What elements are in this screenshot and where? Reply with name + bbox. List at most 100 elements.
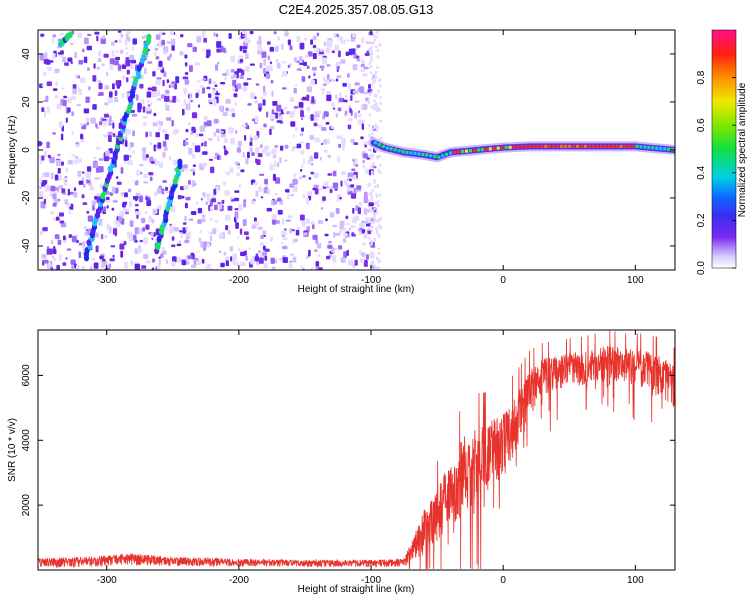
noise-cell	[206, 193, 211, 200]
noise-cell	[134, 204, 139, 207]
noise-cell	[236, 236, 240, 239]
noise-cell	[122, 203, 126, 208]
noise-cell	[223, 145, 226, 150]
noise-cell	[314, 152, 319, 159]
noise-cell	[322, 57, 328, 65]
noise-cell	[275, 177, 281, 184]
noise-cell	[89, 186, 95, 191]
noise-cell	[199, 230, 202, 233]
noise-cell	[62, 56, 67, 63]
noise-cell	[184, 62, 188, 67]
noise-cell	[255, 116, 259, 123]
noise-cell	[62, 192, 67, 195]
colorbar-tick-label: 0.4	[696, 165, 707, 179]
noise-cell	[87, 67, 90, 71]
noise-cell	[357, 207, 361, 215]
noise-cell	[220, 262, 225, 268]
noise-cell	[219, 204, 222, 210]
snr-x-label: Height of straight line (km)	[298, 584, 415, 595]
signal-mark	[564, 144, 568, 148]
noise-cell	[348, 227, 351, 231]
noise-cell	[368, 41, 372, 45]
noise-cell	[112, 228, 118, 235]
chart-title: C2E4.2025.357.08.05.G13	[279, 2, 434, 17]
noise-cell	[46, 248, 49, 255]
noise-cell	[238, 184, 242, 188]
noise-cell	[237, 83, 242, 88]
signal-mark	[413, 151, 417, 156]
noise-cell	[244, 231, 249, 236]
noise-cell	[289, 45, 293, 51]
noise-cell	[208, 158, 213, 161]
noise-cell	[271, 266, 276, 270]
signal-mark	[496, 146, 500, 150]
noise-cell	[331, 247, 335, 253]
noise-cell	[163, 190, 169, 193]
noise-cell	[169, 227, 174, 234]
noise-cell	[57, 52, 63, 55]
noise-cell	[225, 107, 229, 112]
noise-cell	[242, 151, 245, 158]
noise-cell	[363, 208, 368, 215]
noise-cell	[251, 152, 255, 156]
noise-cell	[282, 87, 287, 90]
noise-cell	[138, 228, 143, 235]
noise-cell	[321, 65, 324, 71]
noise-cell	[353, 142, 358, 145]
noise-cell	[300, 264, 303, 269]
noise-cell	[146, 91, 152, 98]
noise-cell	[140, 76, 143, 81]
noise-cell	[274, 145, 278, 148]
noise-cell	[320, 143, 323, 145]
noise-cell	[271, 90, 274, 97]
noise-cell	[306, 226, 310, 232]
noise-cell	[39, 83, 43, 89]
noise-cell	[338, 97, 345, 102]
noise-cell	[359, 231, 362, 236]
noise-cell	[94, 195, 98, 200]
noise-cell	[146, 200, 152, 206]
noise-cell	[376, 185, 380, 189]
noise-cell	[336, 75, 342, 79]
noise-cell	[66, 248, 72, 251]
noise-cell	[184, 202, 188, 209]
noise-cell	[173, 227, 179, 232]
signal-mark	[500, 146, 504, 150]
noise-cell	[60, 222, 67, 228]
noise-cell	[116, 181, 122, 185]
noise-cell	[171, 261, 176, 267]
noise-cell	[208, 93, 212, 98]
noise-cell	[368, 134, 371, 137]
noise-cell	[153, 232, 156, 237]
noise-cell	[369, 71, 373, 75]
noise-cell	[230, 108, 235, 113]
noise-cell	[334, 269, 340, 270]
noise-cell	[316, 110, 322, 114]
y-tick-label: 4000	[21, 429, 32, 452]
noise-cell	[272, 173, 276, 181]
noise-cell	[318, 52, 325, 55]
noise-cell	[81, 171, 85, 174]
noise-cell	[143, 174, 148, 179]
noise-cell	[373, 79, 377, 83]
noise-cell	[109, 115, 112, 123]
noise-cell	[98, 121, 103, 126]
noise-cell	[373, 75, 377, 79]
noise-cell	[219, 155, 222, 160]
signal-mark	[655, 146, 659, 150]
noise-cell	[130, 260, 134, 266]
noise-cell	[131, 46, 134, 51]
noise-cell	[191, 264, 197, 268]
noise-cell	[195, 201, 199, 205]
noise-cell	[225, 151, 229, 155]
noise-cell	[114, 90, 118, 96]
noise-cell	[231, 199, 236, 202]
noise-cell	[220, 269, 223, 270]
noise-cell	[208, 99, 212, 104]
noise-cell	[377, 108, 380, 112]
noise-cell	[198, 237, 201, 243]
noise-cell	[78, 251, 82, 259]
noise-cell	[242, 86, 248, 92]
noise-cell	[100, 37, 106, 44]
noise-cell	[289, 228, 293, 234]
